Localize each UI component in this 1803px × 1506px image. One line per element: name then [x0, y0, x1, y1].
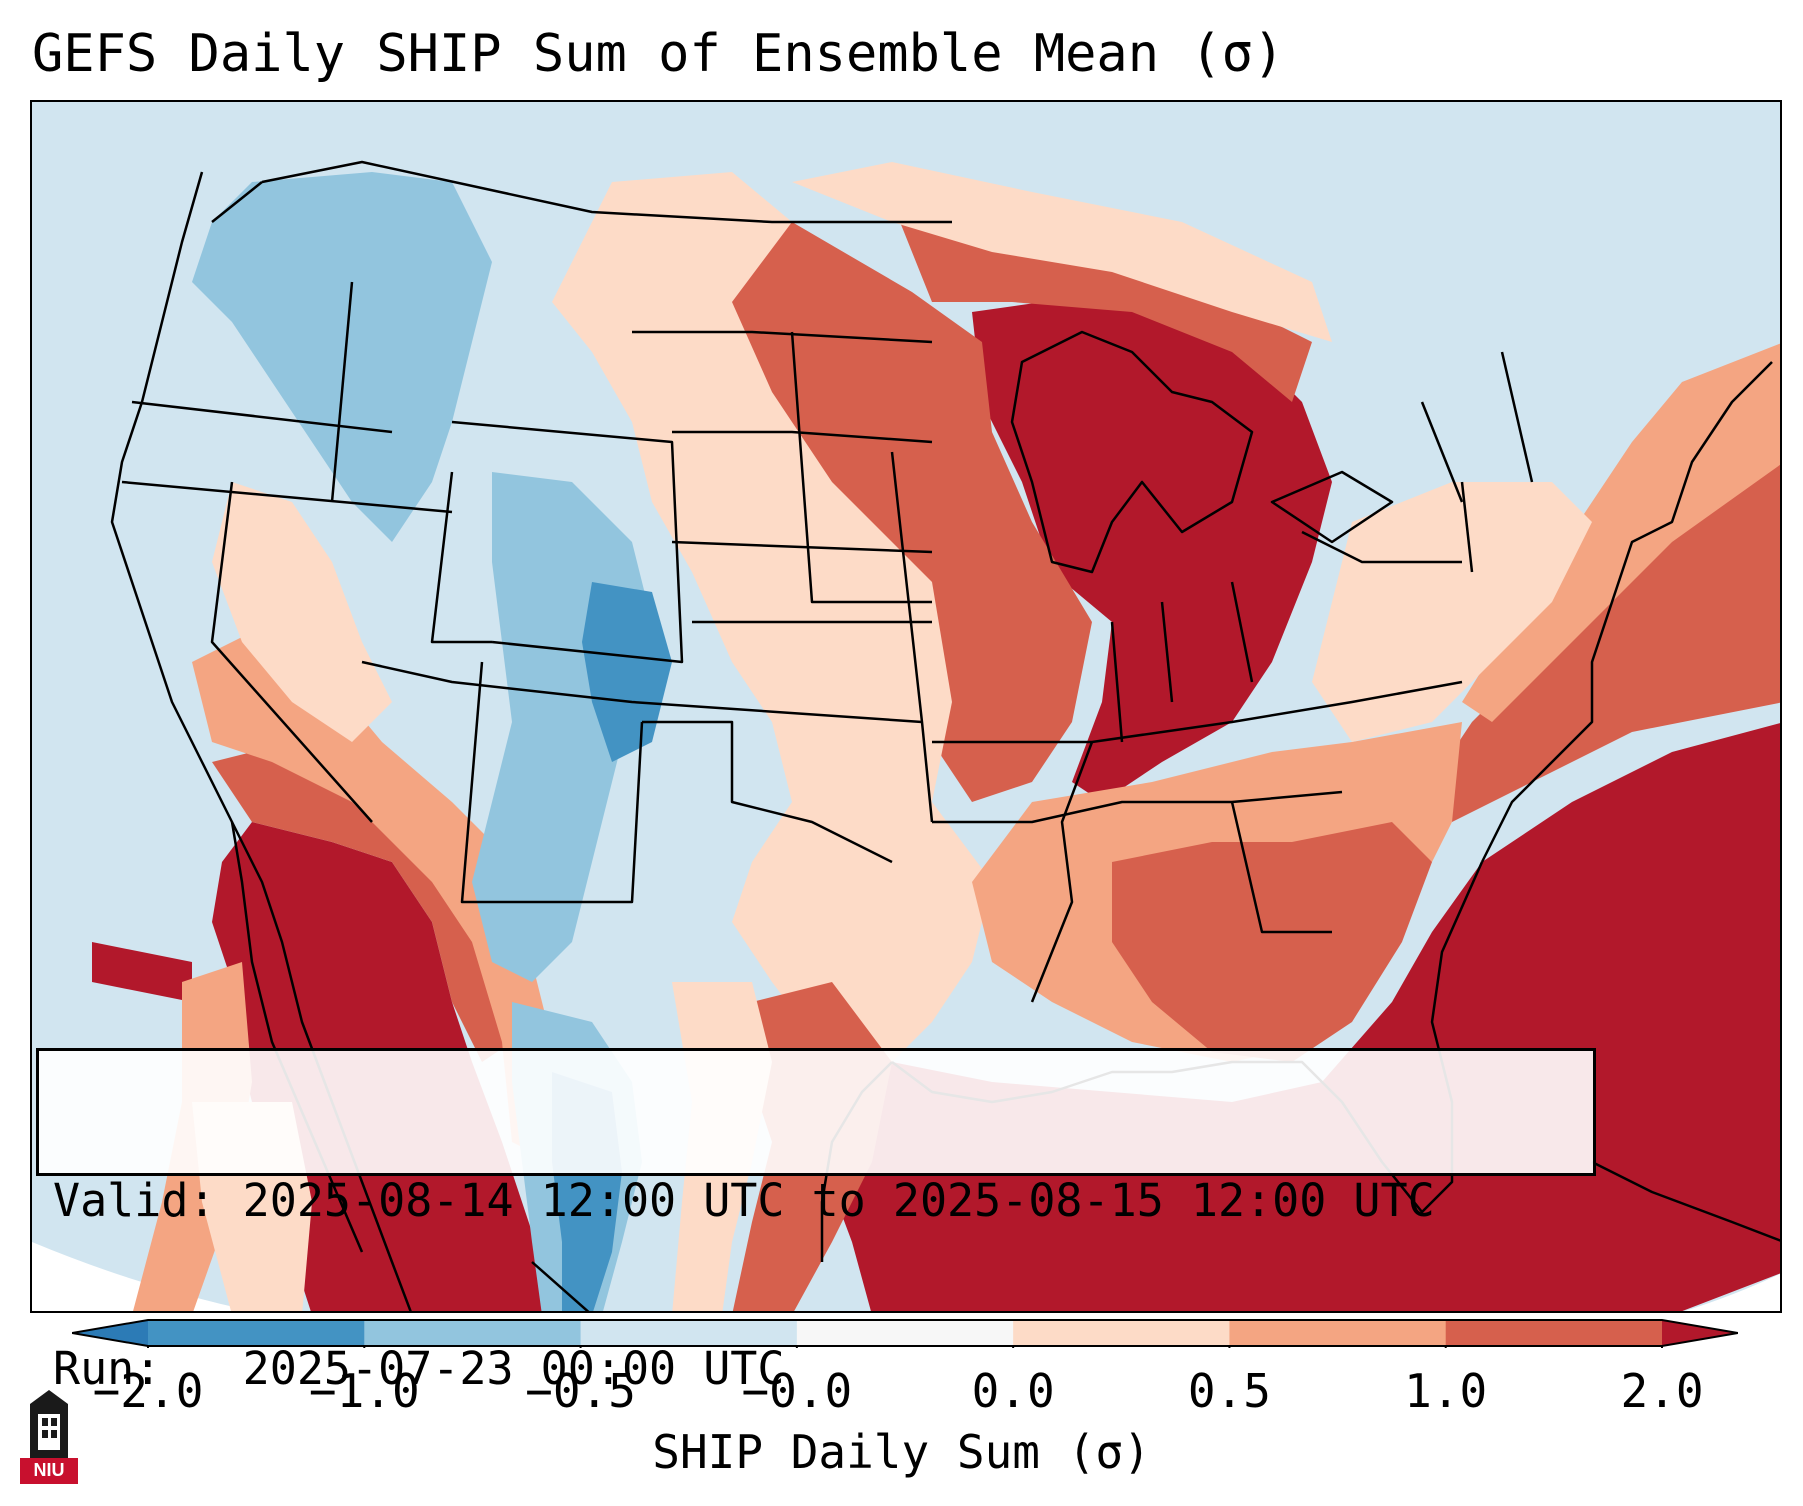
map-title: GEFS Daily SHIP Sum of Ensemble Mean (σ) — [32, 24, 1285, 84]
baja-coastline — [230, 821, 364, 1253]
colorbar — [72, 1319, 1738, 1348]
colorbar-segment — [1013, 1320, 1230, 1346]
field-atlantic-light — [1462, 343, 1780, 722]
cuba-outline — [1591, 1160, 1780, 1242]
niu-logo-text: NIU — [33, 1460, 65, 1480]
colorbar-tick-label: 1.0 — [1404, 1364, 1488, 1418]
domain-edge-left — [32, 1242, 253, 1311]
field-colorado-deep — [582, 582, 672, 762]
colorbar-segment — [796, 1320, 1014, 1346]
colorbar-tick-label: −1.0 — [308, 1364, 420, 1418]
field-plains-light — [552, 172, 992, 1062]
colorbar-tick-label: 2.0 — [1620, 1364, 1704, 1418]
colorbar-extend-low — [72, 1320, 148, 1346]
colorbar-segment — [148, 1320, 365, 1346]
colorbar-segment — [1229, 1320, 1447, 1346]
valid-time-text: Valid: 2025-08-14 12:00 UTC to 2025-08-1… — [53, 1174, 1435, 1227]
domain-edge-right — [1684, 1273, 1780, 1311]
field-midwest-high — [972, 292, 1332, 802]
colorbar-segment — [580, 1320, 798, 1346]
field-southeast-red — [1112, 822, 1432, 1062]
niu-tower-logo-icon: NIU — [20, 1384, 78, 1486]
field-southwest-light — [192, 622, 592, 1162]
colorbar-tick-label: −2.0 — [92, 1364, 204, 1418]
colorbar-tick-label: 0.5 — [1187, 1364, 1271, 1418]
colorbar-tick-label: −0.0 — [741, 1364, 853, 1418]
colorbar-segment — [364, 1320, 582, 1346]
colorbar-outline — [72, 1319, 1738, 1347]
field-northeast-light — [1312, 482, 1592, 742]
field-southwest-mid — [212, 742, 512, 1062]
colorbar-extend-high — [1662, 1320, 1738, 1346]
colorbar-label: SHIP Daily Sum (σ) — [652, 1425, 1151, 1479]
field-pacific-patch — [92, 942, 192, 1002]
atlantic-coastline — [1480, 361, 1773, 863]
great-lakes-outline — [1010, 330, 1254, 574]
colorbar-tick-label: −0.5 — [525, 1364, 636, 1418]
field-canada-light — [792, 162, 1332, 342]
run-time-text: Run: 2025-07-23 00:00 UTC — [53, 1342, 785, 1395]
field-west-coast-light — [212, 482, 392, 742]
colorbar-segment — [1445, 1320, 1663, 1346]
validity-info-box: Valid: 2025-08-14 12:00 UTC to 2025-08-1… — [36, 1048, 1596, 1395]
colorbar-segments — [72, 1320, 1738, 1348]
field-atlantic-mid — [1432, 452, 1780, 822]
colorbar-tick-label: 0.0 — [971, 1364, 1055, 1418]
field-northwest-blue — [192, 172, 492, 542]
